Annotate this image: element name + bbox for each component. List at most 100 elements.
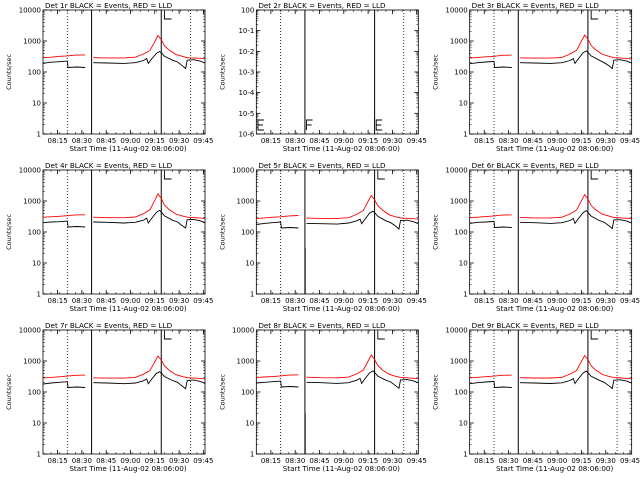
y-tick-label: 1 <box>250 291 254 299</box>
x-tick-label: 09:30 <box>382 137 402 145</box>
x-tick-label: 08:30 <box>498 297 518 305</box>
series-events-line <box>306 210 419 230</box>
x-axis-label: Start Time (11-Aug-02 08:06:00) <box>69 144 186 153</box>
x-axis-label: Start Time (11-Aug-02 08:06:00) <box>283 464 400 473</box>
x-tick-label: 08:30 <box>72 457 92 465</box>
y-tick-label: 1000 <box>23 358 41 366</box>
series-events-line <box>469 380 512 388</box>
series-lld-line <box>469 214 512 219</box>
y-tick-label: 100 <box>454 389 467 397</box>
x-tick-label: 09:00 <box>120 137 140 145</box>
series-lld-line <box>256 215 299 220</box>
x-tick-label: 09:45 <box>407 457 427 465</box>
x-tick-label: 09:00 <box>334 137 354 145</box>
flag-l-icon <box>590 331 599 340</box>
x-axis-label: Start Time (11-Aug-02 08:06:00) <box>283 304 400 313</box>
x-tick-label: 09:00 <box>547 457 567 465</box>
y-tick-label: 10000 <box>19 327 41 335</box>
x-tick-label: 08:30 <box>285 457 305 465</box>
y-tick-label: 10-4 <box>238 89 254 97</box>
panel-det-4: Det 4r BLACK = Events, RED = LLD 1 10 100 10… <box>5 161 213 313</box>
series-lld-line <box>519 34 632 60</box>
flag-l-icon <box>377 331 385 340</box>
flag-f-icon <box>306 119 313 130</box>
x-axis-label: Start Time (11-Aug-02 08:06:00) <box>496 464 613 473</box>
x-axis-label: Start Time (11-Aug-02 08:06:00) <box>496 304 613 313</box>
y-tick-label: 1 <box>463 131 467 139</box>
x-axis-label: Start Time (11-Aug-02 08:06:00) <box>69 464 186 473</box>
chart-title: Det 9r BLACK = Events, RED = LLD <box>472 321 600 330</box>
panel-det-3: Det 3r BLACK = Events, RED = LLD 1 10 100 10… <box>432 1 640 153</box>
x-tick-label: 08:15 <box>474 297 494 305</box>
x-tick-label: 08:15 <box>261 457 281 465</box>
series-events-line <box>469 60 512 68</box>
chart-title: Det 2r BLACK = Events, RED = LLD <box>258 1 386 10</box>
y-tick-label: 10 <box>459 100 468 108</box>
x-tick-label: 09:00 <box>334 297 354 305</box>
x-tick-label: 09:00 <box>120 457 140 465</box>
y-tick-label: 10-2 <box>238 48 254 56</box>
series-events-line <box>42 381 86 388</box>
x-tick-label: 09:45 <box>407 137 427 145</box>
y-axis-label: Counts/sec <box>218 214 226 250</box>
flag-l-icon <box>377 171 385 180</box>
x-tick-label: 08:30 <box>285 137 305 145</box>
flag-e-icon <box>257 119 264 131</box>
y-tick-label: 10 <box>459 420 468 428</box>
y-tick-label: 100 <box>241 7 254 15</box>
series-events-line <box>93 50 206 70</box>
chart-title: Det 5r BLACK = Events, RED = LLD <box>258 161 386 170</box>
y-tick-label: 10 <box>32 100 41 108</box>
series-events-line <box>42 220 86 228</box>
y-tick-label: 10000 <box>445 327 467 335</box>
y-tick-label: 100 <box>241 229 254 237</box>
y-tick-label: 10000 <box>19 167 41 175</box>
chart-title: Det 3r BLACK = Events, RED = LLD <box>472 1 600 10</box>
x-tick-label: 09:30 <box>169 457 189 465</box>
y-tick-label: 1000 <box>450 198 468 206</box>
y-axis-label: Counts/sec <box>218 374 226 410</box>
y-tick-label: 1000 <box>450 358 468 366</box>
x-tick-label: 09:15 <box>571 137 591 145</box>
y-tick-label: 10000 <box>232 167 254 175</box>
x-tick-label: 09:00 <box>334 457 354 465</box>
x-tick-label: 08:45 <box>96 137 116 145</box>
panel-det-2: Det 2r BLACK = Events, RED = LLD 10-6 10-5… <box>218 1 426 153</box>
x-tick-label: 09:15 <box>571 297 591 305</box>
x-tick-label: 09:45 <box>193 457 213 465</box>
x-tick-label: 09:30 <box>596 137 616 145</box>
x-tick-label: 08:15 <box>474 457 494 465</box>
x-tick-label: 08:45 <box>309 297 329 305</box>
y-tick-label: 100 <box>28 69 41 77</box>
x-tick-label: 08:30 <box>498 457 518 465</box>
flag-l-icon <box>590 171 599 180</box>
x-tick-label: 08:15 <box>261 297 281 305</box>
panel-det-7: Det 7r BLACK = Events, RED = LLD 1 10 100 10… <box>5 321 213 473</box>
panel-det-5: Det 5r BLACK = Events, RED = LLD 1 10 100 10… <box>218 161 426 313</box>
series-lld-line <box>306 194 419 220</box>
y-tick-label: 10 <box>32 260 41 268</box>
x-tick-label: 08:30 <box>72 137 92 145</box>
series-lld-line <box>256 374 299 378</box>
y-axis-label: Counts/sec <box>5 54 13 90</box>
x-tick-label: 08:45 <box>523 457 543 465</box>
x-tick-label: 08:45 <box>523 297 543 305</box>
series-lld-line <box>469 374 512 379</box>
y-tick-label: 1000 <box>237 198 255 206</box>
y-tick-label: 10000 <box>232 327 254 335</box>
x-tick-label: 08:45 <box>96 457 116 465</box>
y-tick-label: 10-3 <box>238 69 254 77</box>
x-tick-label: 09:30 <box>382 297 402 305</box>
series-events-line <box>519 370 632 390</box>
y-axis-label: Counts/sec <box>432 214 440 250</box>
y-tick-label: 10-6 <box>238 131 254 139</box>
y-tick-label: 1 <box>37 451 41 459</box>
series-lld-line <box>93 34 206 60</box>
chart-title: Det 7r BLACK = Events, RED = LLD <box>45 321 173 330</box>
x-tick-label: 09:15 <box>358 297 378 305</box>
series-lld-line <box>306 354 419 380</box>
x-tick-label: 08:30 <box>72 297 92 305</box>
chart-title: Det 6r BLACK = Events, RED = LLD <box>472 161 600 170</box>
y-tick-label: 10000 <box>19 7 41 15</box>
